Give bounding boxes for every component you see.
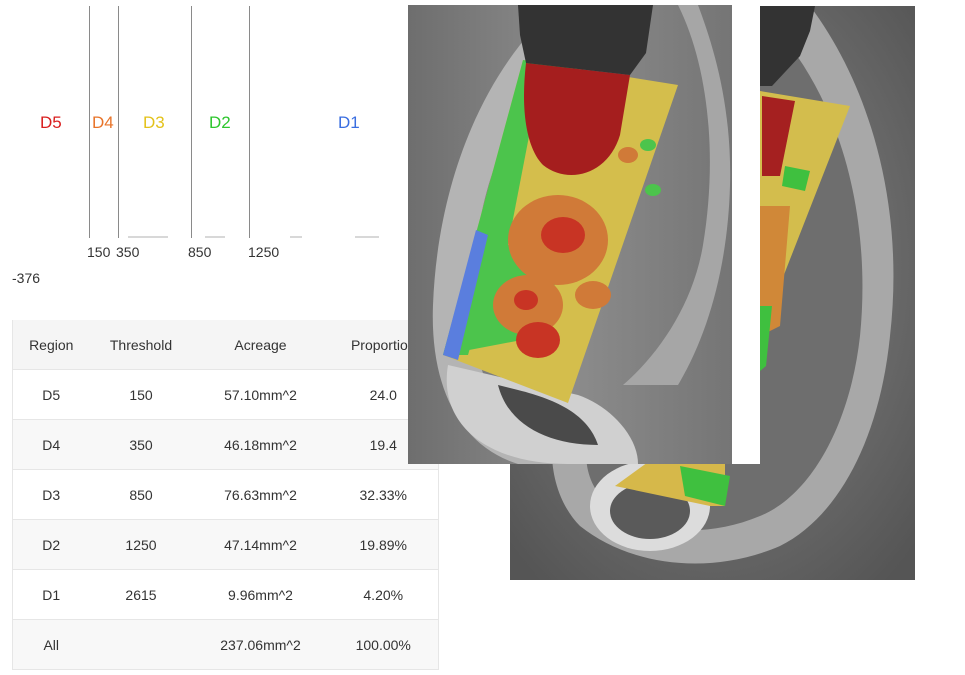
- min-value-label: -376: [12, 270, 41, 286]
- cell-threshold: 850: [89, 469, 193, 520]
- cell-threshold: 150: [89, 369, 193, 420]
- cell-acreage: 237.06mm^2: [192, 619, 329, 670]
- tick-label: 1250: [248, 244, 280, 260]
- header-acreage[interactable]: Acreage: [192, 320, 329, 370]
- table-row[interactable]: D4 350 46.18mm^2 19.4: [12, 419, 439, 470]
- histogram-bars: [355, 236, 379, 238]
- cell-threshold: [89, 619, 193, 670]
- zone-label-d4: D4: [92, 113, 114, 132]
- header-threshold[interactable]: Threshold: [89, 320, 193, 370]
- header-region[interactable]: Region: [12, 320, 90, 370]
- cell-region: All: [12, 619, 90, 670]
- histogram-bars: [128, 236, 168, 238]
- histogram-bars: [205, 236, 225, 238]
- cell-threshold: 2615: [89, 569, 193, 620]
- table-row[interactable]: D3 850 76.63mm^2 32.33%: [12, 469, 439, 520]
- table-row[interactable]: D5 150 57.10mm^2 24.0: [12, 369, 439, 420]
- table-row[interactable]: D1 2615 9.96mm^2 4.20%: [12, 569, 439, 620]
- tick-label: 350: [116, 244, 140, 260]
- tick-label: 850: [188, 244, 212, 260]
- cell-proportion: 100.00%: [328, 619, 439, 670]
- cell-region: D4: [12, 419, 90, 470]
- cell-acreage: 9.96mm^2: [192, 569, 329, 620]
- cell-proportion: 4.20%: [328, 569, 439, 620]
- ct-density-map-primary[interactable]: [408, 5, 760, 464]
- cell-threshold: 1250: [89, 519, 193, 570]
- histogram-bars: [290, 236, 302, 238]
- cell-region: D5: [12, 369, 90, 420]
- cell-acreage: 47.14mm^2: [192, 519, 329, 570]
- cell-proportion: 19.89%: [328, 519, 439, 570]
- density-table: Region Threshold Acreage Proportion D5 1…: [12, 320, 439, 670]
- table-header-row: Region Threshold Acreage Proportion: [12, 320, 439, 370]
- zone-label-d1: D1: [338, 113, 360, 132]
- cell-region: D3: [12, 469, 90, 520]
- zone-label-d5: D5: [40, 113, 62, 132]
- density-histogram: D5 D4 D3 D2 D1 150 350 850 1250 -376: [0, 0, 400, 300]
- cell-proportion: 32.33%: [328, 469, 439, 520]
- cell-acreage: 46.18mm^2: [192, 419, 329, 470]
- threshold-line-850[interactable]: [191, 6, 192, 238]
- zone-label-d3: D3: [143, 113, 165, 132]
- table-row[interactable]: All 237.06mm^2 100.00%: [12, 619, 439, 670]
- cell-threshold: 350: [89, 419, 193, 470]
- cell-region: D2: [12, 519, 90, 570]
- cell-acreage: 76.63mm^2: [192, 469, 329, 520]
- threshold-line-150[interactable]: [89, 6, 90, 238]
- threshold-line-350[interactable]: [118, 6, 119, 238]
- cell-acreage: 57.10mm^2: [192, 369, 329, 420]
- cell-region: D1: [12, 569, 90, 620]
- tick-label: 150: [87, 244, 111, 260]
- table-row[interactable]: D2 1250 47.14mm^2 19.89%: [12, 519, 439, 570]
- zone-label-d2: D2: [209, 113, 231, 132]
- threshold-line-1250[interactable]: [249, 6, 250, 238]
